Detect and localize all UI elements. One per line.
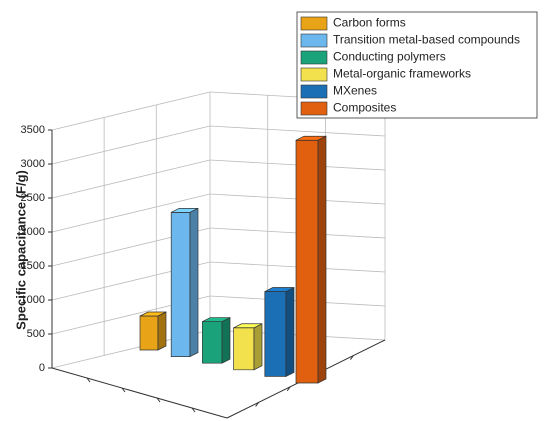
legend-swatch [300,33,328,48]
bar-front [170,212,191,357]
legend-swatch [300,16,328,31]
legend-label: Metal-organic frameworks [333,67,471,81]
y-tick-label: 1500 [21,260,45,272]
bar-top [264,287,295,292]
floor-edge [51,367,228,419]
legend-label: MXenes [333,84,377,98]
y-axis-label: Specific capacitance (F/g) [13,170,28,330]
floor-tick [255,402,260,407]
floor-tick [86,377,91,383]
y-tick-label: 2000 [21,226,45,238]
legend-swatch [300,67,328,82]
bar-top [295,135,327,141]
legend-label: Carbon forms [333,16,406,30]
floor-tick [191,407,196,413]
bar-side [285,286,295,377]
y-tick-label: 3000 [21,158,45,170]
floor-tick [121,387,126,393]
y-tick-label: 3500 [21,124,45,136]
grid-line [51,91,211,131]
bar-front [264,291,287,377]
bar [139,311,167,351]
legend-swatch [300,84,328,99]
bar-front [202,321,223,364]
bar-side [157,311,167,351]
bar [233,323,263,371]
y-tick-label: 2500 [21,192,45,204]
bar [170,207,199,358]
bar-front [295,139,319,384]
y-tick-label: 500 [27,328,45,340]
bar [202,317,231,364]
floor-tick [349,355,354,360]
bar-top [139,311,167,317]
legend-swatch [300,101,328,116]
grid-line [209,125,386,137]
bar-top [202,317,231,322]
bar-top [171,208,199,213]
legend-label: Composites [333,101,396,115]
legend-label: Transition metal-based compounds [333,33,520,47]
y-tick-label: 0 [39,362,45,374]
y-tick-label: 1000 [21,294,45,306]
bar-side [221,317,231,364]
bar-front [233,327,255,371]
legend-box [296,11,538,119]
grid-line [51,193,211,233]
grid-line [51,125,211,165]
bar-side [253,323,263,371]
floor-tick [286,386,291,392]
bar-side [317,135,327,384]
bar-side [189,207,199,358]
legend-swatch [300,50,328,65]
bar-front [139,315,159,351]
bar [295,135,327,384]
bar [264,286,295,377]
grid-line [51,159,211,199]
floor-tick [156,397,161,403]
legend-label: Conducting polymers [333,50,446,64]
bar-top [233,323,263,329]
